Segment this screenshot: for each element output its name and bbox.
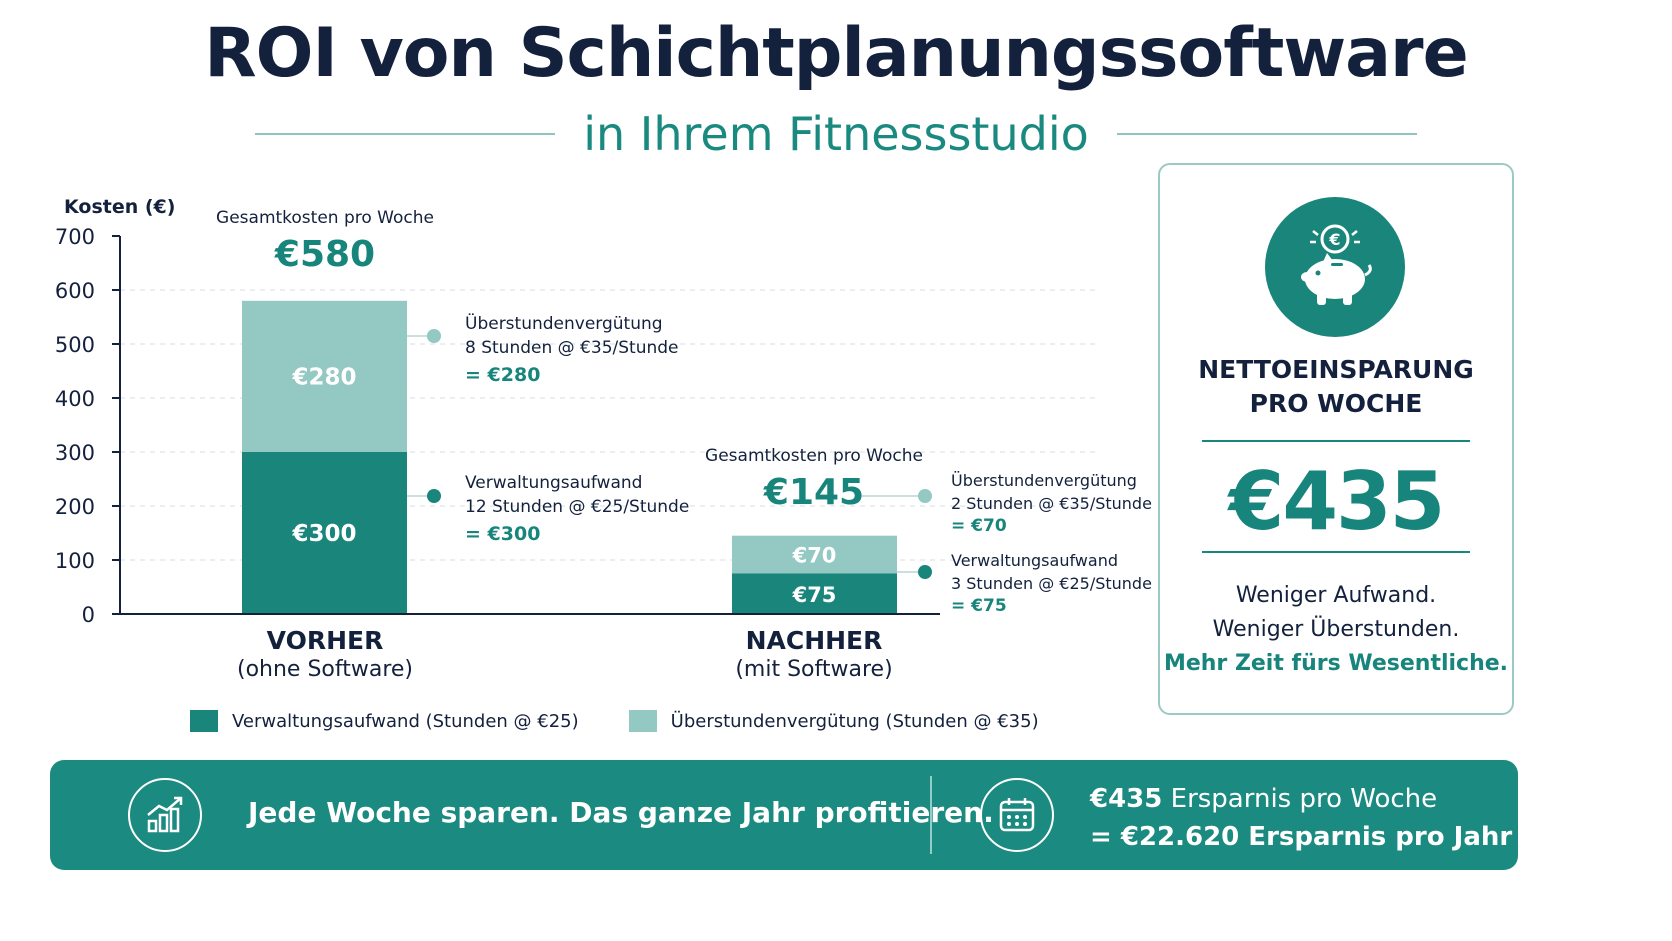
legend-label-admin: Verwaltungsaufwand (Stunden @ €25) <box>232 710 579 732</box>
cost-chart: 0 100 200 300 400 500 600 700 €300 €280 €75 €70 <box>55 225 1100 627</box>
savings-card: € NETTOEINSPARUNG PRO WOCHE €435 Weniger… <box>1158 163 1514 715</box>
legend-label-overtime: Überstundenvergütung (Stunden @ €35) <box>670 710 1039 732</box>
banner-divider <box>930 776 932 854</box>
legend-swatch-overtime <box>628 710 657 732</box>
legend-item-admin: Verwaltungsaufwand (Stunden @ €25) <box>190 710 579 732</box>
annotation-dot <box>427 329 441 343</box>
legend-item-overtime: Überstundenvergütung (Stunden @ €35) <box>628 710 1039 732</box>
total-label-after: Gesamtkosten pro Woche <box>705 446 923 466</box>
y-tick-label: 600 <box>55 279 95 303</box>
bar-value-label: €280 <box>291 364 356 390</box>
bar-value-label: €300 <box>291 521 356 547</box>
legend-swatch-admin <box>190 710 218 732</box>
page-subtitle: in Ihrem Fitnessstudio <box>583 107 1089 161</box>
y-tick-label: 100 <box>55 549 95 573</box>
savings-card-line2: Weniger Überstunden. <box>1212 617 1460 642</box>
y-tick-label: 200 <box>55 495 95 519</box>
annotation-result: = €75 <box>951 596 1007 616</box>
annotation-result: = €70 <box>951 516 1007 536</box>
annotation-overtime-before: Überstundenvergütung 8 Stunden @ €35/Stu… <box>465 312 679 387</box>
savings-card-title: NETTOEINSPARUNG PRO WOCHE <box>1160 353 1512 421</box>
category-subtitle: (mit Software) <box>735 657 893 682</box>
annotation-title: Verwaltungsaufwand <box>465 473 643 493</box>
y-tick-label: 700 <box>55 225 95 249</box>
annotation-title: Verwaltungsaufwand <box>951 551 1118 570</box>
y-tick-label: 500 <box>55 333 95 357</box>
bar-segment <box>242 452 407 614</box>
annotation-overtime-after: Überstundenvergütung 2 Stunden @ €35/Stu… <box>951 469 1152 538</box>
savings-card-title-line1: NETTOEINSPARUNG <box>1198 355 1474 384</box>
y-tick-label: 0 <box>82 603 95 627</box>
chart-legend: Verwaltungsaufwand (Stunden @ €25) Übers… <box>190 710 1039 732</box>
annotation-dot <box>918 489 932 503</box>
total-value-after: €145 <box>763 472 865 513</box>
bar-value-label: €70 <box>792 544 837 568</box>
category-name: VORHER <box>266 626 384 655</box>
banner-weekly-text: Ersparnis pro Woche <box>1162 784 1438 814</box>
savings-card-divider-top <box>1202 440 1470 442</box>
category-before: VORHER (ohne Software) <box>195 626 455 682</box>
growth-chart-icon <box>128 778 202 852</box>
annotation-title: Überstundenvergütung <box>465 314 663 334</box>
banner-yearly-text: = €22.620 Ersparnis pro Jahr <box>1090 822 1513 852</box>
calendar-icon <box>980 778 1054 852</box>
annotation-detail: 2 Stunden @ €35/Stunde <box>951 494 1152 513</box>
bar-segment <box>732 535 897 574</box>
y-axis-label: Kosten (€) <box>64 196 176 218</box>
page-title: ROI von Schichtplanungssoftware <box>204 14 1468 93</box>
category-after: NACHHER (mit Software) <box>684 626 944 682</box>
subtitle-row: in Ihrem Fitnessstudio <box>0 102 1672 166</box>
bar-value-label: €75 <box>792 583 837 607</box>
savings-card-value: €435 <box>1228 455 1446 548</box>
bar-segment <box>242 300 407 452</box>
savings-card-line3: Mehr Zeit fürs Wesentliche. <box>1163 651 1509 676</box>
svg-text:€: € <box>1328 230 1340 249</box>
annotation-result: = €280 <box>465 364 541 386</box>
banner-savings-summary: €435 Ersparnis pro Woche = €22.620 Erspa… <box>1090 780 1512 856</box>
category-name: NACHHER <box>745 626 883 655</box>
banner-slogan: Jede Woche sparen. Das ganze Jahr profit… <box>248 796 994 829</box>
annotation-dot <box>918 565 932 579</box>
category-subtitle: (ohne Software) <box>236 657 414 682</box>
annotation-admin-before: Verwaltungsaufwand 12 Stunden @ €25/Stun… <box>465 471 689 546</box>
annotation-detail: 3 Stunden @ €25/Stunde <box>951 574 1152 593</box>
y-tick-label: 400 <box>55 387 95 411</box>
annotation-result: = €300 <box>465 523 541 545</box>
annotation-detail: 12 Stunden @ €25/Stunde <box>465 497 690 517</box>
subtitle-divider-left <box>255 133 556 135</box>
total-value-before: €580 <box>274 234 376 275</box>
subtitle-divider-right <box>1116 133 1417 135</box>
savings-card-divider-bottom <box>1202 551 1470 553</box>
annotation-detail: 8 Stunden @ €35/Stunde <box>465 338 679 358</box>
bar-segment <box>732 573 897 614</box>
banner-weekly-amount: €435 <box>1090 784 1163 814</box>
annotation-title: Überstundenvergütung <box>951 471 1137 490</box>
y-tick-label: 300 <box>55 441 95 465</box>
annotation-admin-after: Verwaltungsaufwand 3 Stunden @ €25/Stund… <box>951 549 1152 618</box>
savings-card-title-line2: PRO WOCHE <box>1249 389 1423 418</box>
piggy-bank-icon: € <box>1265 197 1405 337</box>
summary-banner: Jede Woche sparen. Das ganze Jahr profit… <box>50 760 1518 870</box>
annotation-dot <box>427 489 441 503</box>
savings-card-line1: Weniger Aufwand. <box>1235 583 1437 608</box>
total-label-before: Gesamtkosten pro Woche <box>216 208 434 228</box>
